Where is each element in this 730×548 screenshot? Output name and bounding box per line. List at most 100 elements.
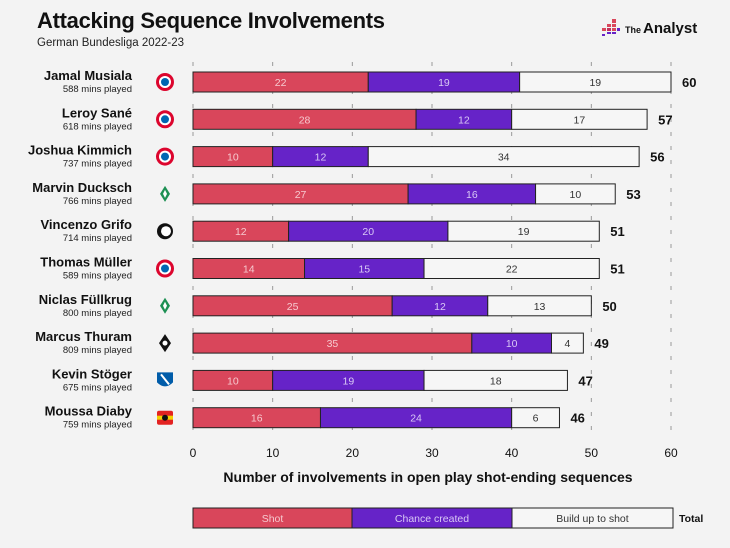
x-tick-label: 0	[190, 446, 197, 460]
minutes-played: 618 mins played	[63, 121, 132, 132]
bar-value-label: 35	[327, 338, 339, 350]
bar-value-label: 22	[275, 77, 287, 89]
crest-shape	[160, 373, 170, 386]
bar-value-label: 15	[358, 264, 370, 276]
legend-swatch	[511, 507, 674, 529]
bar-segment-build-up-to-shot	[511, 108, 648, 130]
player-name: Kevin Stöger	[52, 366, 132, 381]
bar-value-label: 10	[227, 152, 239, 164]
crest-shape	[162, 414, 168, 421]
bar-value-label: 13	[534, 301, 546, 313]
minutes-played: 588 mins played	[63, 84, 132, 95]
minutes-played: 759 mins played	[63, 420, 132, 431]
bar-value-label: 10	[570, 189, 582, 201]
freiburg-crest-icon	[157, 223, 173, 240]
total-label: 47	[578, 373, 592, 388]
crest-shape	[162, 340, 168, 346]
total-label: 57	[658, 112, 672, 127]
bochum-crest-icon	[157, 372, 173, 387]
bar-segment-build-up-to-shot	[423, 258, 600, 279]
legend-item: Chance created	[395, 513, 469, 525]
leverkusen-crest-icon	[157, 410, 173, 425]
crest-shape	[161, 152, 169, 161]
bar-segment-build-up-to-shot	[511, 407, 560, 429]
bar-segment-build-up-to-shot	[487, 295, 592, 317]
minutes-played: 589 mins played	[63, 271, 132, 282]
player-name: Thomas Müller	[40, 255, 132, 270]
total-label: 50	[602, 299, 616, 314]
x-tick-label: 60	[664, 446, 678, 460]
crest-shape	[163, 301, 167, 310]
bar-value-label: 18	[490, 375, 502, 387]
logo-main: Analyst	[643, 19, 698, 37]
bayern-crest-icon	[156, 259, 174, 278]
crest-shape	[161, 115, 169, 124]
player-name: Niclas Füllkrug	[39, 292, 132, 307]
bar-segment-build-up-to-shot	[551, 332, 584, 354]
bar-value-label: 27	[295, 189, 307, 201]
total-label: 51	[610, 262, 624, 277]
bar-value-label: 25	[287, 301, 299, 313]
logo-bars-icon	[602, 19, 620, 36]
bar-value-label: 16	[466, 189, 478, 201]
bar-value-label: 6	[533, 413, 539, 425]
x-tick-label: 30	[425, 446, 439, 460]
bar-value-label: 19	[589, 77, 601, 89]
bar-value-label: 10	[227, 375, 239, 387]
bar-value-label: 19	[343, 375, 355, 387]
crest-shape	[161, 226, 171, 237]
minutes-played: 675 mins played	[63, 382, 132, 393]
bar-value-label: 16	[251, 413, 263, 425]
x-tick-label: 50	[585, 446, 599, 460]
bar-value-label: 4	[565, 338, 571, 350]
bar-segment-build-up-to-shot	[535, 183, 616, 205]
x-tick-label: 20	[346, 446, 360, 460]
bar-value-label: 12	[235, 226, 247, 238]
bar-segment-build-up-to-shot	[423, 369, 568, 391]
bayern-crest-icon	[156, 147, 174, 166]
player-name: Moussa Diaby	[45, 404, 133, 419]
the-analyst-logo: The Analyst	[601, 19, 697, 37]
bar-segment-build-up-to-shot	[519, 71, 672, 93]
x-tick-label: 10	[266, 446, 280, 460]
legend-item: Shot	[262, 513, 284, 525]
bar-value-label: 24	[410, 413, 422, 425]
minutes-played: 809 mins played	[63, 345, 132, 356]
bar-value-label: 14	[243, 264, 255, 276]
bar-value-label: 12	[315, 152, 327, 164]
minutes-played: 714 mins played	[63, 233, 132, 244]
bar-value-label: 34	[498, 152, 510, 164]
total-label: 49	[594, 336, 608, 351]
minutes-played: 800 mins played	[63, 308, 132, 319]
werder-crest-icon	[160, 185, 170, 202]
bar-value-label: 12	[434, 301, 446, 313]
bar-value-label: 19	[438, 77, 450, 89]
minutes-played: 737 mins played	[63, 159, 132, 170]
page-subtitle: German Bundesliga 2022-23	[37, 37, 185, 49]
minutes-played: 766 mins played	[63, 196, 132, 207]
legend-item: Build up to shot	[556, 513, 628, 525]
x-tick-label: 40	[505, 446, 519, 460]
logo-prefix: The	[625, 24, 642, 35]
legend: Shot Chance created Build up to shot Total	[192, 507, 703, 529]
player-name: Vincenzo Grifo	[41, 217, 133, 232]
x-axis-label: Number of involvements in open play shot…	[223, 469, 632, 485]
page-title: Attacking Sequence Involvements	[37, 8, 385, 33]
bar-value-label: 20	[362, 226, 374, 238]
bar-segment-build-up-to-shot	[447, 220, 600, 242]
total-label: 53	[626, 187, 640, 202]
player-name: Joshua Kimmich	[28, 143, 132, 158]
bayern-crest-icon	[156, 73, 174, 91]
crest-shape	[163, 189, 167, 198]
total-label: 46	[570, 411, 584, 426]
